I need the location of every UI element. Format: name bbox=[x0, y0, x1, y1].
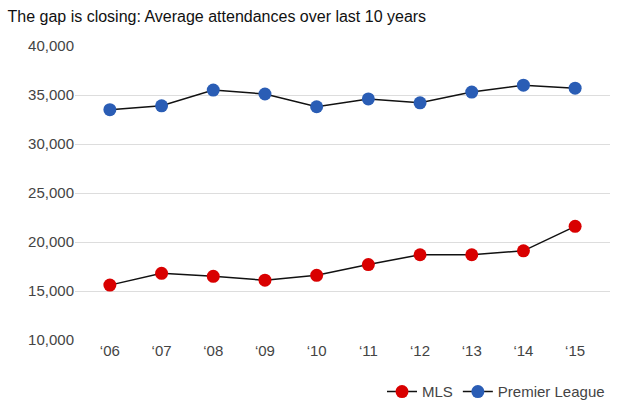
svg-text:30,000: 30,000 bbox=[28, 135, 74, 152]
svg-text:‘07: ‘07 bbox=[152, 342, 172, 359]
svg-text:‘08: ‘08 bbox=[203, 342, 223, 359]
svg-text:25,000: 25,000 bbox=[28, 184, 74, 201]
svg-text:‘11: ‘11 bbox=[359, 342, 378, 359]
svg-text:Premier League: Premier League bbox=[498, 383, 605, 400]
svg-text:‘14: ‘14 bbox=[513, 342, 533, 359]
svg-text:40,000: 40,000 bbox=[28, 37, 74, 54]
svg-text:15,000: 15,000 bbox=[28, 282, 74, 299]
svg-text:20,000: 20,000 bbox=[28, 233, 74, 250]
svg-text:‘06: ‘06 bbox=[100, 342, 120, 359]
svg-text:The gap is closing: Average at: The gap is closing: Average attendances … bbox=[7, 8, 426, 25]
svg-text:‘13: ‘13 bbox=[462, 342, 482, 359]
svg-text:‘10: ‘10 bbox=[307, 342, 327, 359]
svg-text:‘15: ‘15 bbox=[565, 342, 585, 359]
svg-text:‘12: ‘12 bbox=[410, 342, 430, 359]
svg-text:MLS: MLS bbox=[422, 383, 453, 400]
svg-text:10,000: 10,000 bbox=[28, 331, 74, 348]
svg-text:‘09: ‘09 bbox=[255, 342, 275, 359]
svg-text:35,000: 35,000 bbox=[28, 86, 74, 103]
